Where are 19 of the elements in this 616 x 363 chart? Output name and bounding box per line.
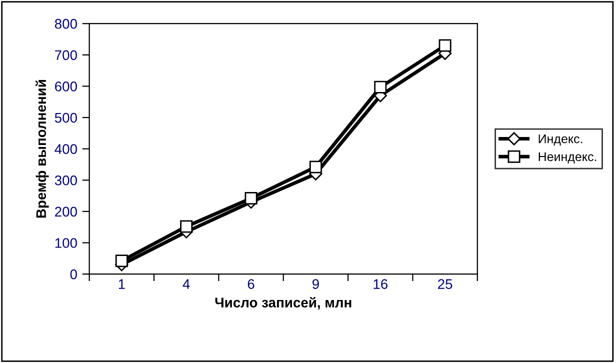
y-tick-label: 0 [70,269,77,280]
legend-label: Неиндекс. [538,152,596,164]
x-tick-label: 6 [248,279,254,289]
y-tick-label: 800 [54,18,77,29]
x-axis-title: Число записей, млн [215,297,352,310]
y-tick-label: 100 [55,238,77,248]
y-tick-label: 300 [54,175,77,186]
x-tick-label: 25 [438,279,452,289]
y-tick-label: 200 [55,206,77,217]
y-tick-label: 700 [55,50,77,60]
x-tick-label: 9 [312,279,319,289]
y-axis-title: Времф выполнений [36,80,49,218]
y-tick-label: 400 [54,144,77,154]
legend-label: Индекс. [538,134,582,146]
x-tick-label: 16 [374,279,388,289]
x-tick-label: 1 [118,279,125,289]
x-tick-label: 4 [182,279,190,289]
y-tick-label: 600 [55,82,77,92]
y-tick-label: 500 [54,112,77,123]
